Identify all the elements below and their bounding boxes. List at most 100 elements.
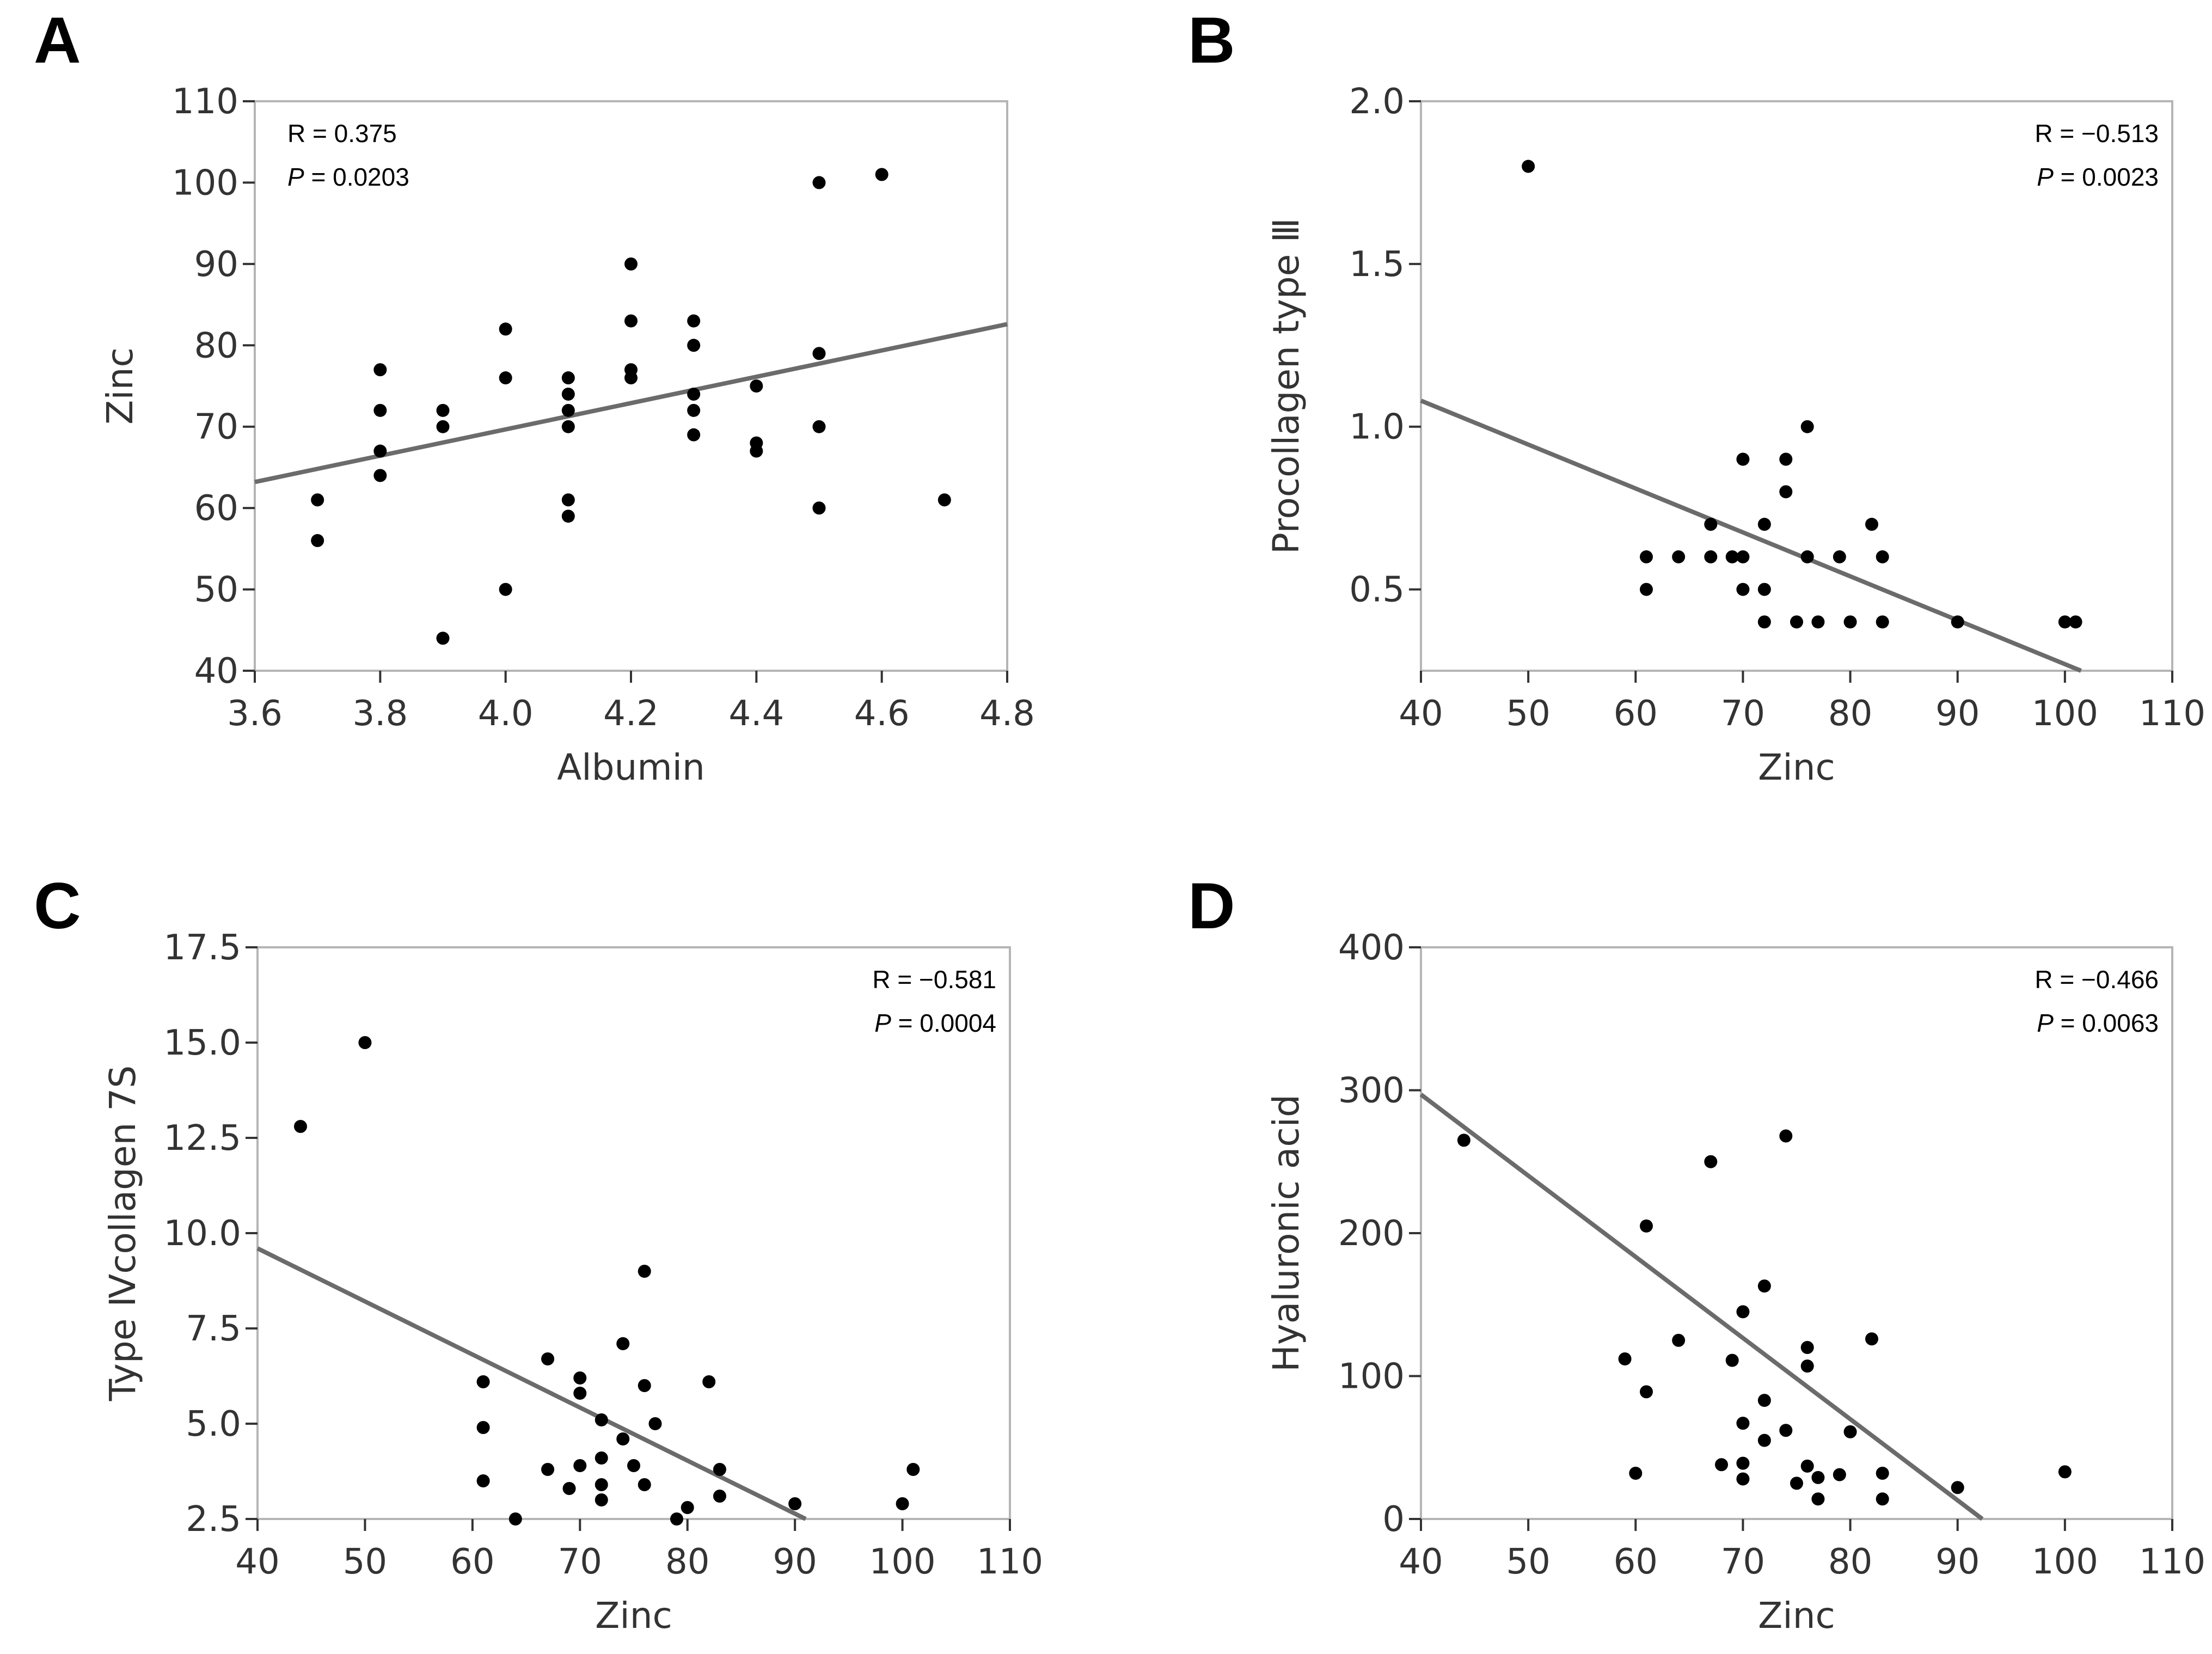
data-point (638, 1379, 651, 1392)
x-tick-label: 3.8 (352, 694, 408, 734)
data-point (1951, 1481, 1964, 1494)
y-tick-label: 12.5 (164, 1118, 242, 1159)
x-tick-label: 40 (1399, 694, 1443, 734)
p-statistic: P = 0.0023 (2037, 163, 2159, 191)
data-point (906, 1463, 920, 1476)
x-tick-label: 100 (2032, 1542, 2098, 1582)
y-tick-label: 0 (1382, 1499, 1405, 1540)
y-tick-label: 1.5 (1349, 244, 1405, 285)
data-point (624, 257, 638, 271)
data-point (1800, 1341, 1814, 1354)
data-point (812, 176, 826, 189)
y-tick-label: 2.5 (186, 1499, 241, 1540)
x-tick-label: 40 (235, 1542, 279, 1582)
data-point (373, 363, 387, 377)
y-axis-title: Hyaluronic acid (1265, 1094, 1307, 1372)
x-tick-label: 60 (450, 1542, 494, 1582)
data-point (1790, 1477, 1803, 1490)
data-point (373, 469, 387, 482)
data-point (1736, 1417, 1750, 1430)
data-point (687, 314, 701, 328)
y-tick-label: 0.5 (1349, 570, 1405, 610)
data-point (476, 1421, 490, 1434)
data-point (499, 583, 512, 596)
data-point (1779, 1424, 1793, 1437)
regression-line (254, 322, 1008, 485)
r-statistic: R = −0.466 (2035, 965, 2159, 994)
y-tick-label: 10.0 (164, 1214, 242, 1254)
data-point (561, 420, 575, 433)
data-point (1757, 583, 1771, 596)
data-point (561, 510, 575, 523)
data-point (373, 444, 387, 458)
data-point (1715, 1458, 1728, 1472)
y-tick-label: 2.0 (1349, 82, 1405, 122)
data-point (476, 1474, 490, 1487)
data-point (541, 1352, 555, 1365)
data-point (681, 1501, 694, 1514)
y-tick-label: 300 (1338, 1071, 1405, 1111)
data-point (373, 403, 387, 417)
x-tick-label: 4.2 (603, 694, 659, 734)
data-point (595, 1478, 608, 1491)
data-point (2069, 615, 2082, 629)
regression-line (1420, 399, 2082, 673)
y-tick-label: 400 (1338, 928, 1405, 968)
data-point (687, 403, 701, 417)
x-axis-title: Albumin (557, 746, 705, 788)
y-axis-title: Procollagen type Ⅲ (1265, 218, 1307, 554)
data-point (1457, 1134, 1470, 1147)
data-point (624, 371, 638, 385)
y-axis-title: Zinc (99, 347, 141, 425)
data-point (1811, 615, 1825, 629)
data-point (2058, 615, 2072, 629)
data-point (1672, 1333, 1686, 1347)
data-point (1811, 1471, 1825, 1484)
data-point (1865, 1332, 1878, 1346)
y-tick-label: 100 (1338, 1357, 1405, 1397)
plot-frame (1420, 100, 2173, 672)
data-point (1736, 550, 1750, 563)
y-tick-label: 200 (1338, 1214, 1405, 1254)
data-point (573, 1459, 587, 1472)
data-point (499, 371, 512, 385)
data-point (1876, 1467, 1889, 1480)
y-tick-label: 17.5 (164, 928, 242, 968)
x-tick-label: 80 (1828, 1542, 1872, 1582)
data-point (938, 493, 951, 507)
data-point (293, 1120, 307, 1133)
data-point (1757, 1394, 1771, 1407)
data-point (561, 371, 575, 385)
x-tick-label: 70 (558, 1542, 602, 1582)
data-point (1725, 550, 1739, 563)
y-tick-label: 110 (172, 82, 238, 122)
data-point (1629, 1467, 1643, 1480)
data-point (436, 403, 450, 417)
data-point (508, 1512, 522, 1526)
x-tick-label: 80 (1828, 694, 1872, 734)
x-tick-label: 90 (1935, 694, 1980, 734)
data-point (1757, 1434, 1771, 1447)
data-point (1800, 1359, 1814, 1373)
data-point (702, 1375, 716, 1388)
data-point (1757, 1279, 1771, 1293)
data-point (812, 347, 826, 360)
data-point (1704, 518, 1718, 531)
x-tick-label: 90 (773, 1542, 817, 1582)
x-axis-title: Zinc (595, 1595, 672, 1637)
data-point (750, 379, 763, 393)
data-point (1876, 1492, 1889, 1506)
data-point (1876, 550, 1889, 563)
p-statistic: P = 0.0063 (2037, 1009, 2159, 1037)
data-point (595, 1413, 608, 1426)
data-point (1640, 550, 1653, 563)
x-tick-label: 110 (2139, 694, 2205, 734)
y-tick-label: 15.0 (164, 1023, 242, 1063)
data-point (595, 1493, 608, 1506)
data-point (1736, 452, 1750, 466)
y-tick-label: 70 (194, 407, 238, 448)
r-statistic: R = 0.375 (287, 119, 397, 148)
data-point (627, 1459, 640, 1472)
x-tick-label: 4.6 (854, 694, 910, 734)
data-point (1640, 583, 1653, 596)
